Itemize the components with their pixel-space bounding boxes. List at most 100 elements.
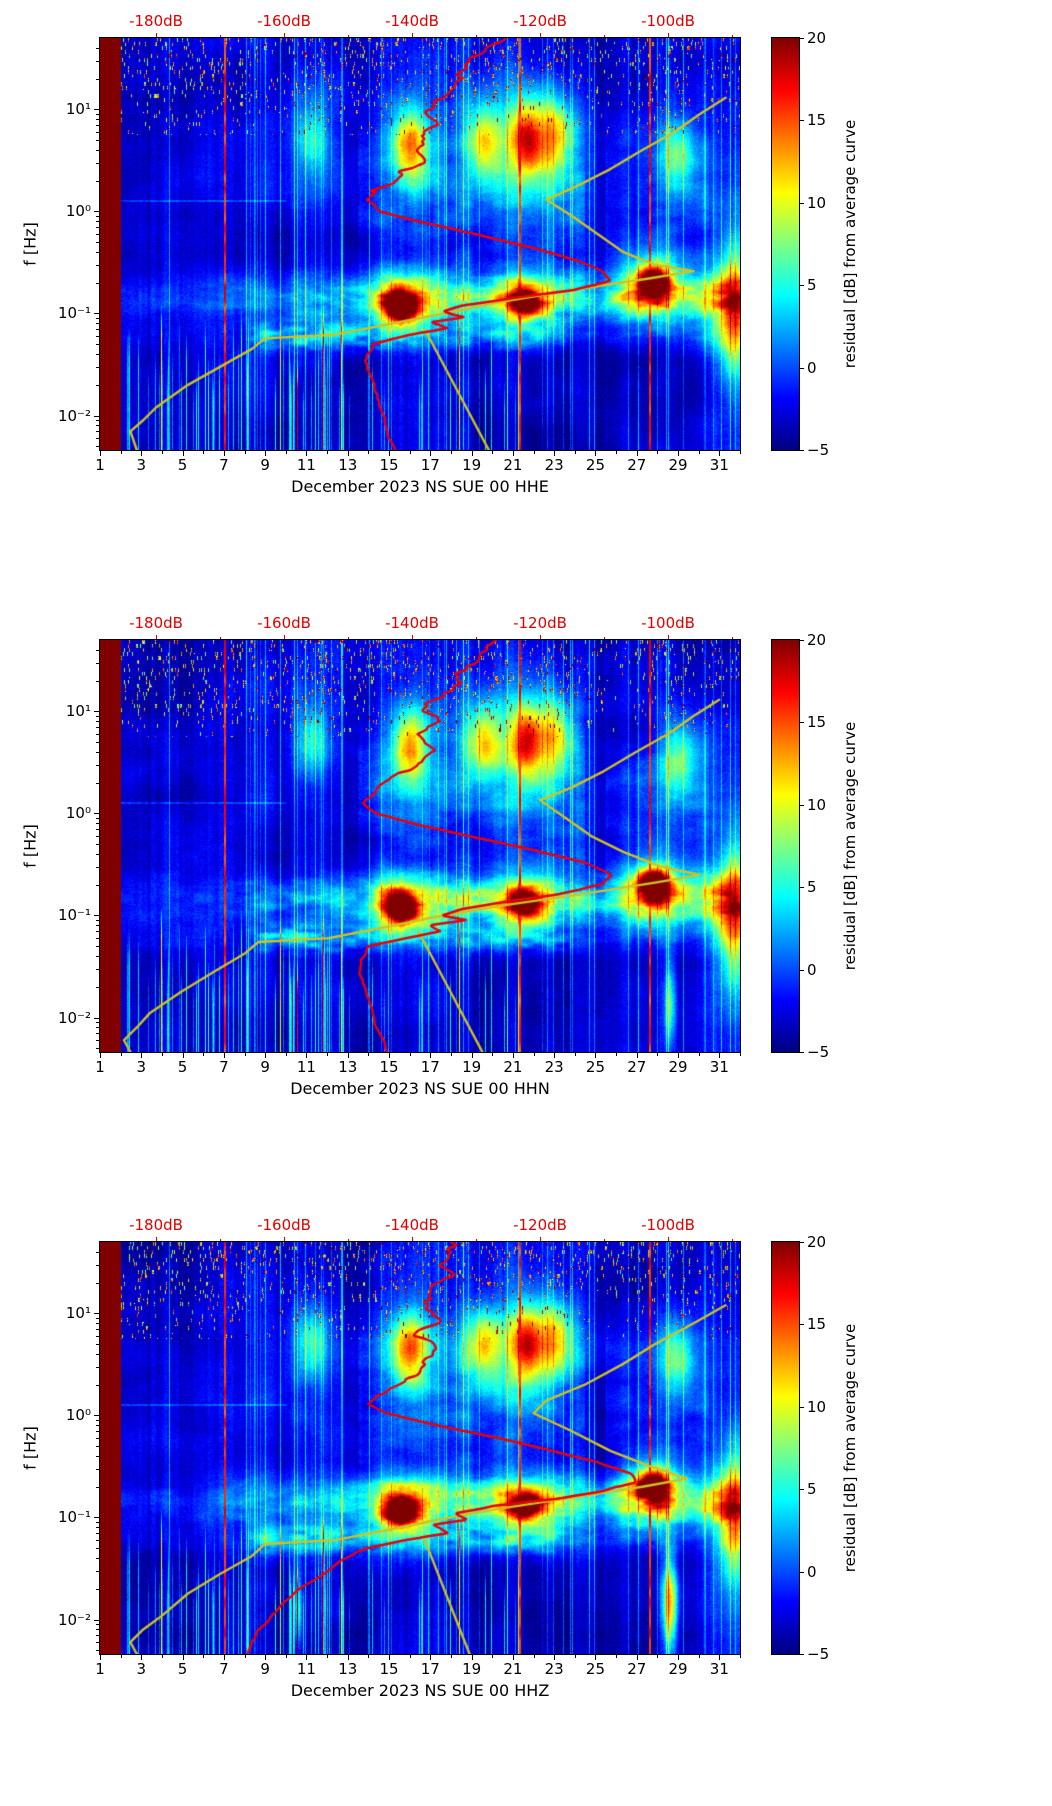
y-axis-minor-tick	[96, 680, 99, 682]
y-axis-minor-tick	[96, 1040, 99, 1042]
colorbar-canvas	[772, 640, 799, 1052]
x-axis-tick	[265, 1655, 267, 1660]
x-axis-minor-tick	[285, 451, 287, 454]
x-axis-minor-tick	[120, 451, 122, 454]
x-axis-tick	[100, 451, 101, 456]
y-axis-minor-tick	[96, 727, 99, 729]
y-axis-minor-tick	[96, 1335, 99, 1337]
x-axis-tick-label: 17	[420, 1058, 440, 1076]
x-axis-tick	[347, 1053, 349, 1058]
y-axis-minor-tick	[96, 884, 99, 886]
y-axis-minor-tick	[96, 1540, 99, 1542]
x-axis-tick	[141, 1053, 143, 1058]
y-axis-minor-tick	[96, 1446, 99, 1448]
top-axis-tick	[156, 1237, 157, 1241]
x-axis-tick	[389, 451, 391, 456]
y-axis-tick	[94, 1517, 99, 1519]
colorbar-tick-label: 10	[807, 795, 827, 814]
colorbar-tick-label: 20	[807, 29, 827, 47]
y-axis-minor-tick	[96, 1650, 99, 1652]
y-axis-minor-tick	[96, 1588, 99, 1590]
top-axis-minor-tick	[220, 1239, 221, 1241]
x-axis-minor-tick	[203, 1053, 205, 1056]
colorbar-tick-label: −5	[807, 1043, 830, 1061]
x-axis-tick-label: 1	[95, 456, 105, 474]
top-axis-tick	[668, 33, 669, 37]
y-axis-minor-tick	[96, 1425, 99, 1427]
y-axis-minor-tick	[96, 1366, 99, 1368]
x-axis-tick-label: 27	[627, 1058, 647, 1076]
top-axis-tick-label: -180dB	[129, 1216, 183, 1234]
y-axis-minor-tick	[96, 227, 99, 229]
colorbar-tick-label: 15	[807, 1315, 827, 1334]
top-axis-tick	[540, 1237, 541, 1241]
y-axis-tick	[94, 1619, 99, 1621]
top-axis-tick	[668, 635, 669, 639]
y-axis-minor-tick	[96, 1344, 99, 1346]
x-axis-tick	[678, 1053, 680, 1058]
y-axis-tick	[94, 313, 99, 315]
x-axis-tick	[471, 1655, 473, 1660]
y-axis-minor-tick	[96, 438, 99, 440]
x-axis-tick-label: 9	[260, 1058, 270, 1076]
y-axis-tick-label: 10⁻²	[57, 406, 91, 425]
x-axis-tick	[512, 1655, 514, 1660]
y-axis-minor-tick	[96, 162, 99, 164]
y-axis-minor-tick	[96, 716, 99, 718]
colorbar-tick-label: 5	[807, 276, 817, 295]
y-axis-minor-tick	[96, 1456, 99, 1458]
y-axis-minor-tick	[96, 1635, 99, 1637]
y-axis-minor-tick	[96, 336, 99, 338]
top-axis-tick-label: -180dB	[129, 614, 183, 632]
x-axis-tick-label: 5	[177, 1058, 188, 1076]
colorbar-tick	[800, 202, 804, 204]
colorbar-tick-label: 15	[807, 713, 827, 732]
y-axis-minor-tick	[96, 60, 99, 62]
top-axis-minor-tick	[732, 637, 733, 639]
x-axis-tick-label: 5	[177, 456, 188, 474]
y-axis-minor-tick	[96, 829, 99, 831]
y-axis-label: f [Hz]	[20, 824, 40, 868]
y-axis-tick-label: 10⁰	[65, 1406, 91, 1425]
y-axis-minor-tick	[96, 329, 99, 331]
y-axis-tick-label: 10⁰	[65, 804, 91, 823]
x-axis-tick-label: 3	[136, 1660, 147, 1678]
colorbar-tick-label: 20	[807, 631, 827, 649]
x-axis-tick-label: 19	[462, 456, 482, 474]
colorbar-tick-label: 20	[807, 1233, 827, 1251]
y-axis-minor-tick	[96, 1527, 99, 1529]
x-axis-tick	[182, 1053, 184, 1058]
top-axis-tick-label: -160dB	[257, 614, 311, 632]
x-axis-minor-tick	[657, 1655, 659, 1658]
top-axis-minor-tick	[732, 35, 733, 37]
y-axis-minor-tick	[96, 221, 99, 223]
x-axis-tick-label: 7	[219, 1660, 229, 1678]
y-axis-tick	[94, 415, 99, 417]
x-axis-tick	[512, 1053, 514, 1058]
x-axis-minor-tick	[285, 1053, 287, 1056]
panel-hhn: f [Hz] December 2023 NS SUE 00 HHN resid…	[0, 602, 1052, 1204]
x-axis-tick	[389, 1655, 391, 1660]
y-axis-minor-tick	[96, 662, 99, 664]
x-axis-minor-tick	[533, 451, 535, 454]
x-axis-tick-label: 17	[420, 456, 440, 474]
x-axis-tick	[430, 1655, 432, 1660]
x-axis-tick	[141, 1655, 143, 1660]
y-axis-minor-tick	[96, 1022, 99, 1024]
y-axis-minor-tick	[96, 323, 99, 325]
y-axis-tick-label: 10¹	[65, 1304, 91, 1323]
x-axis-tick	[471, 451, 473, 456]
x-axis-label: December 2023 NS SUE 00 HHZ	[290, 1681, 550, 1700]
y-axis-minor-tick	[96, 751, 99, 753]
y-axis-minor-tick	[96, 823, 99, 825]
y-axis-tick	[94, 1313, 99, 1315]
x-axis-label: December 2023 NS SUE 00 HHN	[290, 1079, 550, 1098]
y-axis-minor-tick	[96, 1624, 99, 1626]
y-axis-minor-tick	[96, 1431, 99, 1433]
x-axis-minor-tick	[368, 1655, 370, 1658]
colorbar-tick	[800, 887, 804, 889]
colorbar-tick	[800, 367, 804, 369]
x-axis-minor-tick	[533, 1053, 535, 1056]
x-axis-tick	[595, 1655, 597, 1660]
colorbar-tick	[800, 1406, 804, 1408]
